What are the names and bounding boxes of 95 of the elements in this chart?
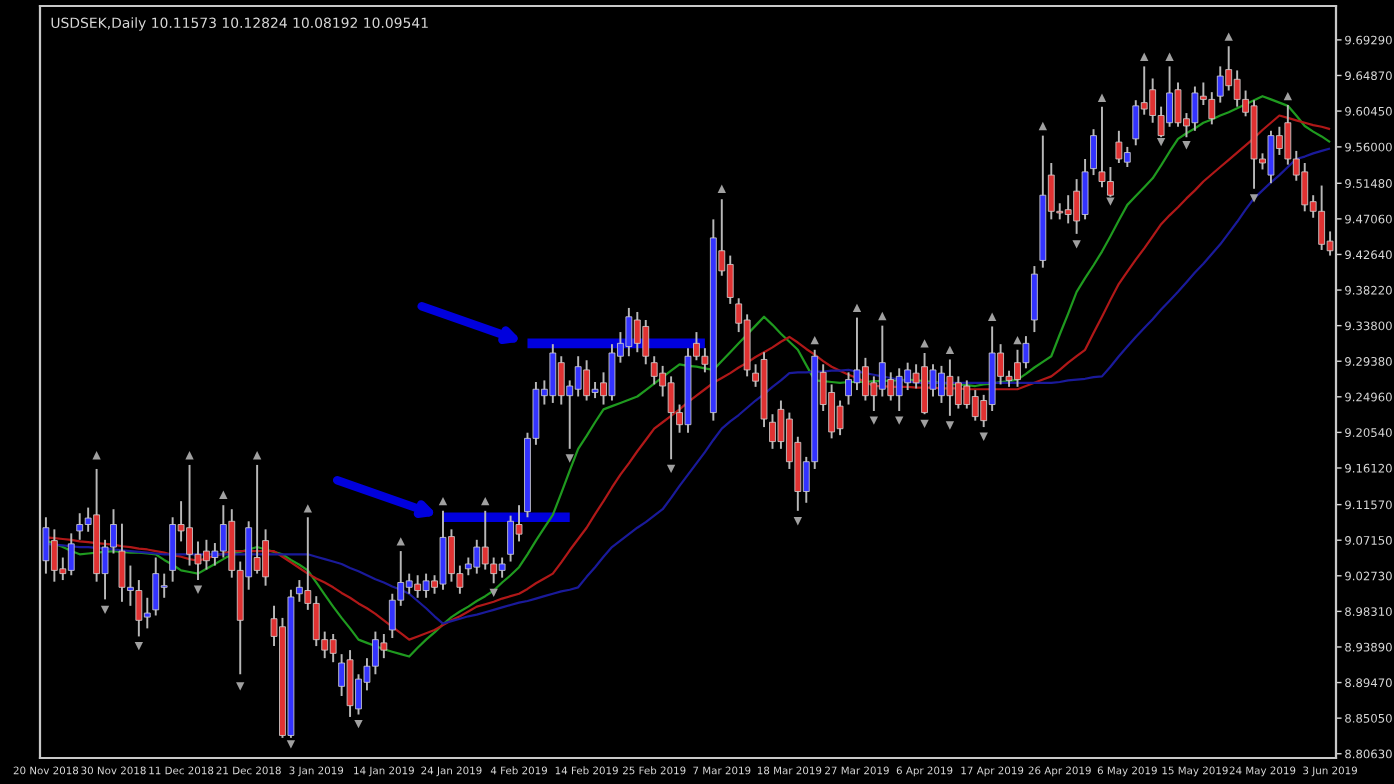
point — [979, 432, 988, 441]
point — [92, 451, 101, 460]
point — [481, 496, 490, 506]
point — [666, 464, 676, 474]
candlestick — [414, 574, 422, 599]
candlestick — [904, 361, 912, 392]
point — [1097, 93, 1107, 102]
candlestick — [439, 509, 447, 591]
point — [920, 419, 929, 429]
candlestick — [954, 375, 962, 410]
candlestick — [262, 528, 269, 587]
candlestick — [405, 572, 413, 595]
point — [895, 416, 904, 425]
point — [134, 641, 144, 651]
point — [1106, 197, 1115, 206]
point — [878, 311, 887, 321]
candlestick — [1132, 99, 1140, 147]
candlestick — [76, 512, 84, 541]
point — [945, 421, 955, 430]
candlestick — [853, 316, 861, 392]
point — [1156, 137, 1166, 147]
candlestick — [329, 633, 337, 664]
point — [252, 451, 262, 460]
point — [286, 740, 296, 749]
candlestick — [1073, 178, 1081, 235]
candlestick — [422, 572, 430, 599]
point — [1224, 32, 1233, 41]
point — [1283, 92, 1293, 101]
candlestick — [346, 649, 354, 718]
candlestick — [946, 358, 954, 417]
point — [354, 720, 363, 729]
candlestick — [642, 319, 650, 366]
point — [793, 517, 802, 526]
candlestick — [1191, 85, 1199, 132]
candlestick — [169, 516, 177, 583]
candlestick — [878, 324, 886, 398]
point — [193, 585, 203, 594]
candlestick — [473, 538, 481, 575]
candlestick — [557, 355, 565, 406]
point — [1249, 194, 1259, 203]
point — [565, 454, 574, 463]
point — [303, 504, 312, 513]
candlestick — [633, 310, 641, 354]
candlestick — [650, 355, 658, 386]
candlestick — [1208, 91, 1216, 126]
candlestick — [481, 509, 489, 571]
candlestick — [118, 522, 126, 603]
point — [236, 682, 245, 691]
candlestick — [1216, 65, 1224, 104]
candlestick — [549, 343, 557, 404]
point — [810, 335, 819, 345]
point — [869, 416, 879, 425]
candlestick — [1115, 129, 1123, 164]
point — [717, 184, 726, 193]
point — [185, 451, 194, 460]
point — [1013, 335, 1022, 345]
point — [396, 537, 405, 546]
candlestick — [1301, 162, 1309, 213]
point — [1140, 52, 1149, 61]
candlestick — [1233, 69, 1241, 108]
candlestick — [1267, 129, 1275, 185]
point — [987, 312, 997, 321]
candlestick — [963, 379, 971, 410]
candlestick — [726, 254, 734, 305]
candlestick — [625, 306, 633, 358]
candlestick — [1064, 194, 1072, 225]
candlestick — [312, 595, 320, 648]
candlestick — [143, 596, 151, 630]
point — [945, 345, 955, 354]
candlestick — [253, 463, 261, 575]
candlestick — [895, 367, 903, 412]
candlestick — [574, 355, 582, 398]
point — [1072, 240, 1081, 249]
point — [489, 588, 498, 598]
point — [920, 339, 929, 348]
candlestick — [67, 532, 75, 577]
candlestick — [152, 556, 160, 617]
candlestick — [498, 556, 506, 579]
point — [1038, 121, 1047, 131]
candlestick — [380, 633, 388, 660]
candlestick — [1098, 105, 1106, 189]
candlestick — [971, 389, 979, 422]
candlestick — [50, 528, 58, 583]
candlestick — [135, 579, 143, 638]
point — [100, 605, 110, 615]
point — [852, 303, 862, 313]
candlestick — [1123, 145, 1131, 168]
point — [438, 496, 448, 506]
point — [219, 490, 228, 499]
candlestick — [1031, 265, 1038, 334]
candlestick — [1318, 184, 1326, 251]
point — [1165, 52, 1174, 61]
candlestick — [1225, 45, 1233, 92]
candlestick — [836, 399, 844, 437]
point — [1182, 141, 1191, 150]
